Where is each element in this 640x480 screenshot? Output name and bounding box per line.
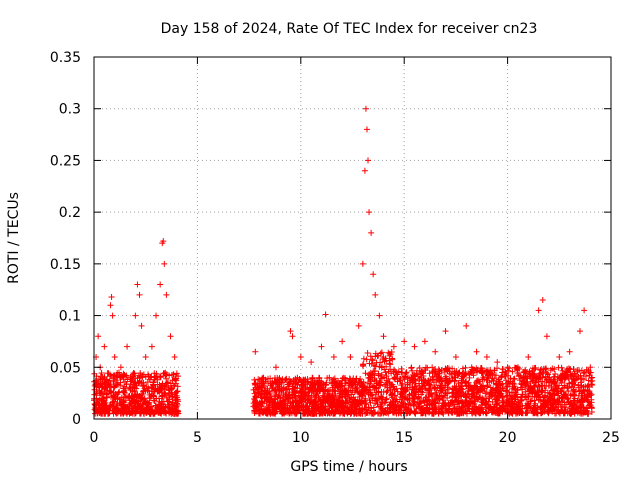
- data-point: [543, 333, 550, 340]
- data-point: [171, 353, 178, 360]
- data-point: [322, 311, 329, 318]
- data-point: [132, 312, 139, 319]
- data-point: [576, 328, 583, 335]
- y-tick-label: 0.3: [59, 102, 81, 118]
- data-point: [287, 328, 294, 335]
- data-point: [355, 322, 362, 329]
- y-tick-label: 0.35: [50, 50, 81, 66]
- noise-band-marks: [91, 349, 596, 417]
- data-point: [318, 343, 325, 350]
- data-point: [136, 291, 143, 298]
- data-point: [581, 307, 588, 314]
- data-point: [157, 281, 164, 288]
- data-point: [380, 333, 387, 340]
- data-point: [138, 322, 145, 329]
- data-point: [365, 157, 372, 164]
- data-point: [401, 338, 408, 345]
- x-tick-label: 10: [292, 430, 310, 446]
- data-point: [359, 260, 366, 267]
- data-point: [101, 343, 108, 350]
- data-point: [308, 359, 315, 366]
- data-point: [330, 353, 337, 360]
- x-tick-label: 15: [395, 430, 413, 446]
- data-point: [153, 312, 160, 319]
- data-point: [362, 105, 369, 112]
- data-point: [134, 281, 141, 288]
- data-point: [95, 333, 102, 340]
- data-point: [363, 126, 370, 133]
- x-axis-title: GPS time / hours: [290, 459, 407, 475]
- data-point: [163, 291, 170, 298]
- data-point: [587, 364, 594, 371]
- data-point: [539, 297, 546, 304]
- data-point: [411, 343, 418, 350]
- y-tick-label: 0: [72, 412, 81, 428]
- data-point: [252, 348, 259, 355]
- data-point: [160, 238, 167, 245]
- data-point: [390, 343, 397, 350]
- data-point: [347, 353, 354, 360]
- data-point: [483, 353, 490, 360]
- data-point: [514, 364, 521, 371]
- chart-title: Day 158 of 2024, Rate Of TEC Index for r…: [161, 21, 538, 37]
- data-point: [108, 293, 115, 300]
- data-point: [525, 353, 532, 360]
- background-noise-band: [91, 349, 596, 417]
- y-tick-label: 0.25: [50, 153, 81, 169]
- data-point: [368, 229, 375, 236]
- data-point: [366, 209, 373, 216]
- data-point: [504, 364, 511, 371]
- data-point: [117, 364, 124, 371]
- data-point: [167, 333, 174, 340]
- y-tick-label: 0.15: [50, 257, 81, 273]
- data-point: [148, 343, 155, 350]
- data-point: [473, 348, 480, 355]
- x-tick-label: 0: [90, 430, 99, 446]
- data-point: [339, 338, 346, 345]
- data-point: [161, 260, 168, 267]
- data-point: [494, 359, 501, 366]
- y-tick-label: 0.1: [59, 309, 81, 325]
- x-axis: 0 5 10 15 20 25: [90, 57, 620, 446]
- data-point: [421, 338, 428, 345]
- x-tick-label: 25: [602, 430, 620, 446]
- data-point: [289, 333, 296, 340]
- data-point: [442, 328, 449, 335]
- data-point: [109, 312, 116, 319]
- data-point: [463, 322, 470, 329]
- y-tick-label: 0.05: [50, 360, 81, 376]
- data-point: [535, 307, 542, 314]
- y-axis-title: ROTI / TECUs: [6, 192, 22, 284]
- data-point: [361, 167, 368, 174]
- data-point: [124, 343, 131, 350]
- data-point: [566, 348, 573, 355]
- data-point: [107, 302, 114, 309]
- x-tick-label: 20: [499, 430, 517, 446]
- y-axis: 0 0.05 0.1 0.15 0.2 0.25 0.3 0.35: [50, 50, 611, 428]
- data-point: [297, 353, 304, 360]
- data-point: [432, 348, 439, 355]
- y-tick-label: 0.2: [59, 205, 81, 221]
- data-point: [260, 374, 267, 381]
- data-points: [93, 105, 594, 381]
- data-point: [272, 364, 279, 371]
- data-point: [370, 271, 377, 278]
- data-point: [556, 353, 563, 360]
- data-point: [376, 312, 383, 319]
- plot-frame: [93, 56, 612, 420]
- data-point: [372, 291, 379, 298]
- x-tick-label: 5: [193, 430, 202, 446]
- data-point: [142, 353, 149, 360]
- data-point: [452, 353, 459, 360]
- data-point: [111, 353, 118, 360]
- grid-lines: [94, 57, 611, 419]
